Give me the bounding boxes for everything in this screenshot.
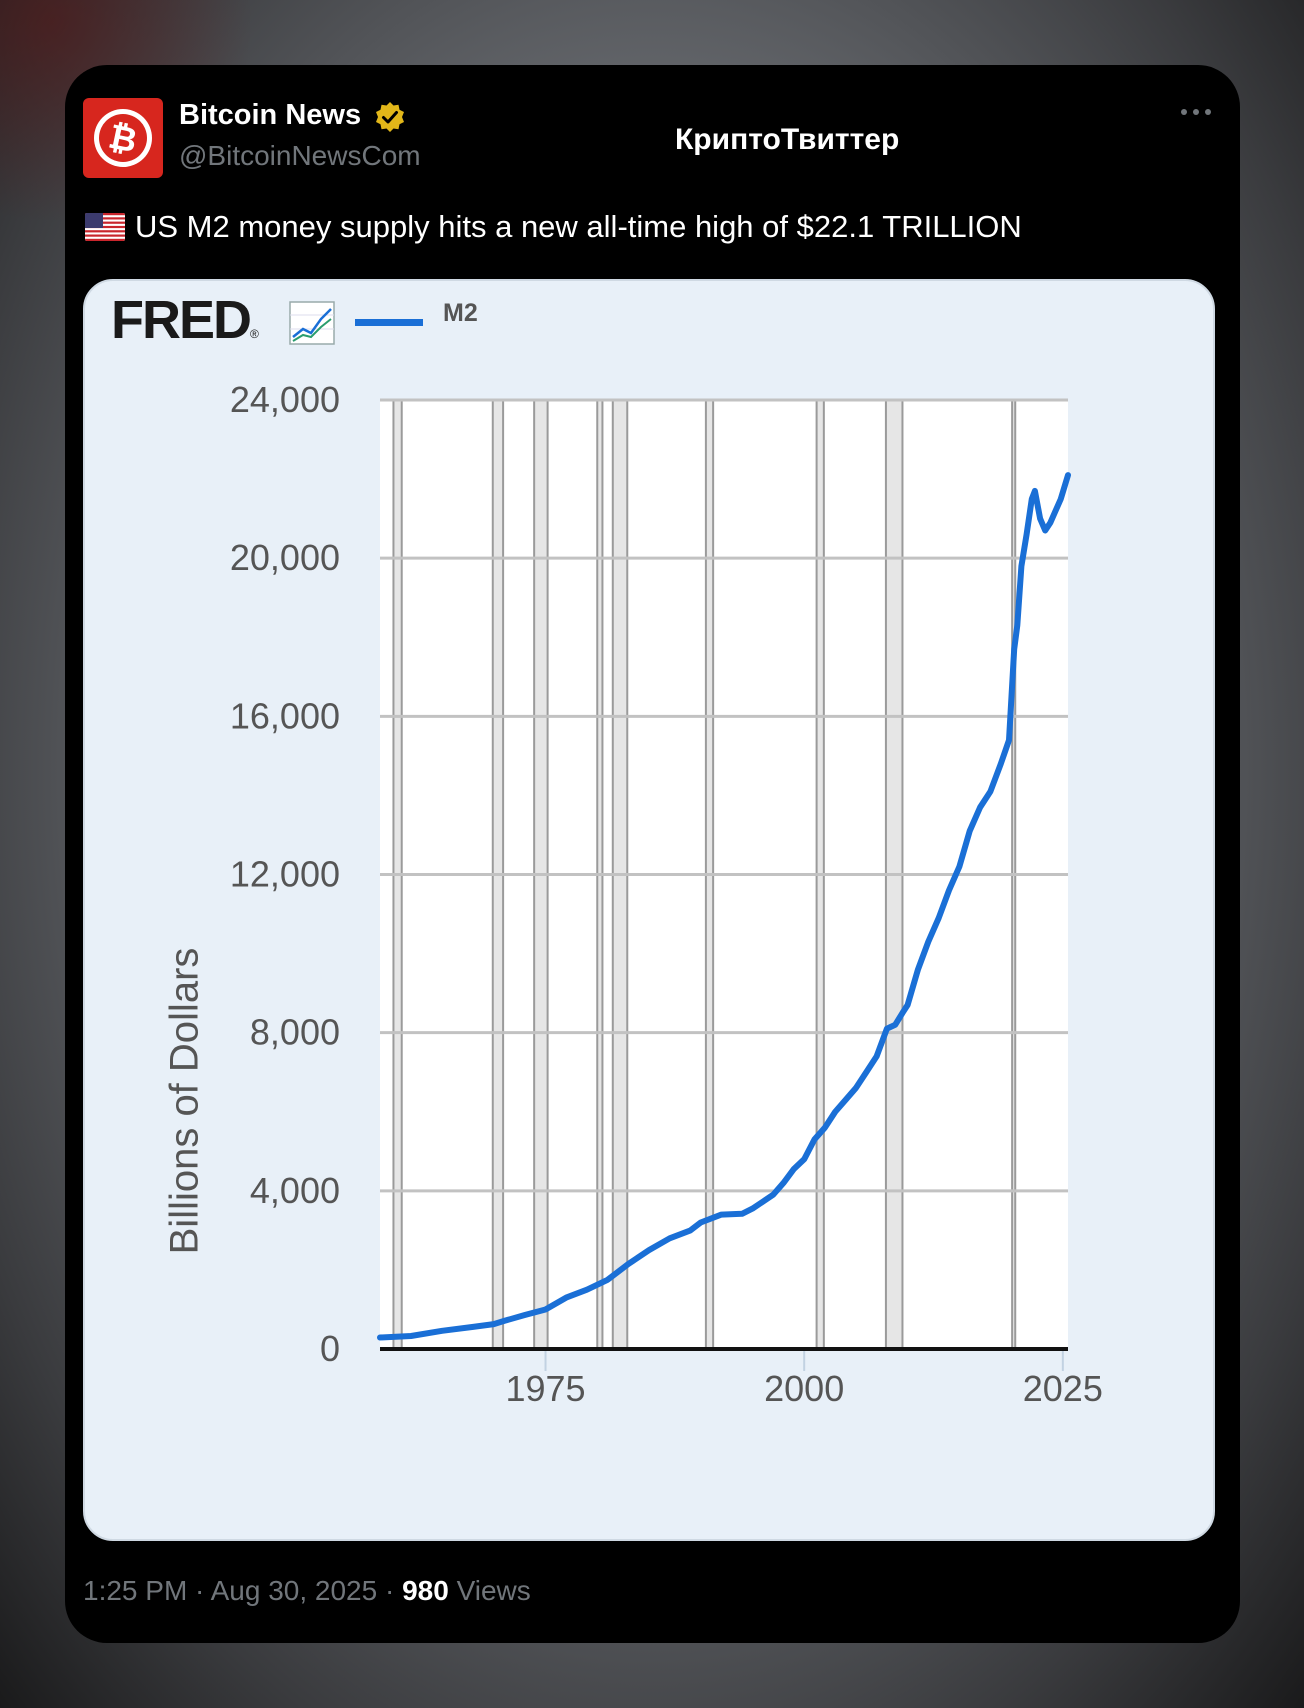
y-tick-label: 20,000 [230, 537, 340, 578]
display-name[interactable]: Bitcoin News [179, 99, 362, 131]
views-count: 980 [402, 1575, 449, 1606]
tweet-text: US M2 money supply hits a new all-time h… [85, 209, 1022, 245]
channel-title: КриптоТвиттер [675, 123, 900, 156]
fred-chart-icon [289, 301, 335, 345]
tweet-text-content: US M2 money supply hits a new all-time h… [135, 209, 1022, 244]
chart-plot: 0 4,000 8,000 12,000 16,000 20,000 24,000 1975 2… [230, 379, 1103, 1409]
legend-swatch-m2 [355, 319, 423, 326]
user-handle[interactable]: @BitcoinNewsCom [179, 140, 421, 171]
bitcoin-logo-icon[interactable]: ₿ [83, 98, 163, 178]
tweet-footer: 1:25 PM · Aug 30, 2025 · 980 Views [83, 1575, 531, 1607]
y-tick-label: 16,000 [230, 695, 340, 736]
gold-verified-badge-icon [376, 102, 404, 132]
more-dots-icon[interactable] [1178, 105, 1214, 119]
y-tick-label: 24,000 [230, 379, 340, 420]
x-tick-label: 2025 [1023, 1368, 1103, 1409]
series-line-m2 [377, 472, 1071, 1341]
x-tick-label: 1975 [505, 1368, 585, 1409]
y-tick-label: 12,000 [230, 854, 340, 895]
y-tick-label: 4,000 [250, 1170, 340, 1211]
timestamp[interactable]: 1:25 PM · Aug 30, 2025 · [83, 1575, 403, 1606]
fred-logo: FRED® [111, 290, 259, 350]
tweet-card[interactable]: ₿ Bitcoin News @BitcoinNewsCom КриптоТви… [65, 65, 1240, 1643]
chart-image[interactable]: FRED® M2 Billions of Dollars 0 4,000 8,000… [83, 279, 1215, 1541]
x-tick-label: 2000 [764, 1368, 844, 1409]
legend-label-m2: M2 [443, 299, 478, 327]
y-tick-label: 0 [320, 1328, 340, 1369]
us-flag-icon [85, 213, 125, 241]
views-label: Views [456, 1575, 531, 1606]
y-tick-label: 8,000 [250, 1012, 340, 1053]
